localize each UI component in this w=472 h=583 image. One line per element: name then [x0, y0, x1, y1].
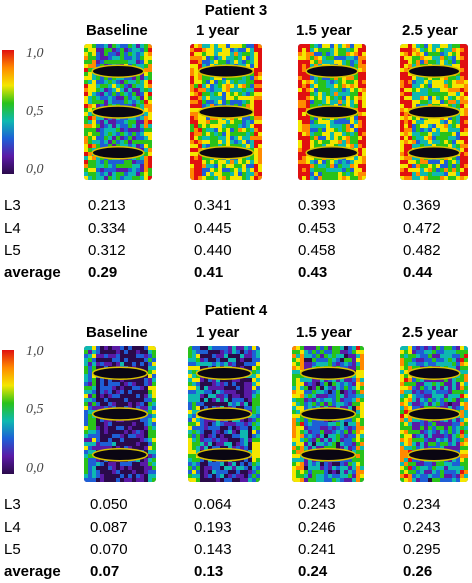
- average-cell: 0.07: [90, 563, 120, 580]
- spine-heatmap-image: [84, 346, 156, 482]
- table-cell: 0.243: [403, 519, 441, 536]
- average-cell: 0.24: [298, 563, 328, 580]
- timepoint-label: 1 year: [196, 22, 240, 39]
- spine-heatmap-image: [400, 44, 468, 180]
- table-cell: 0.241: [298, 541, 336, 558]
- timepoint-label: 1.5 year: [296, 22, 352, 39]
- timepoint-label: Baseline: [86, 324, 148, 341]
- table-cell: 0.234: [403, 496, 441, 513]
- table-cell: 0.312: [88, 242, 126, 259]
- table-cell: 0.243: [298, 496, 336, 513]
- spine-heatmap-image: [188, 346, 260, 482]
- panel-title: Patient 3: [204, 2, 268, 19]
- table-cell: 0.050: [90, 496, 128, 513]
- table-cell: 0.341: [194, 197, 232, 214]
- table-cell: 0.246: [298, 519, 336, 536]
- row-label: L4: [4, 220, 21, 237]
- average-cell: 0.26: [403, 563, 433, 580]
- row-label: L3: [4, 197, 21, 214]
- table-cell: 0.193: [194, 519, 232, 536]
- table-cell: 0.453: [298, 220, 336, 237]
- colorbar-tick-label: 1,0: [26, 344, 44, 359]
- average-cell: 0.29: [88, 264, 118, 281]
- spine-heatmap-image: [84, 44, 152, 180]
- table-cell: 0.482: [403, 242, 441, 259]
- table-cell: 0.393: [298, 197, 336, 214]
- row-label: L5: [4, 242, 21, 259]
- timepoint-label: 2.5 year: [402, 22, 458, 39]
- spine-heatmap-image: [400, 346, 468, 482]
- table-cell: 0.369: [403, 197, 441, 214]
- table-cell: 0.445: [194, 220, 232, 237]
- colorbar: [2, 50, 14, 174]
- row-label: L5: [4, 541, 21, 558]
- timepoint-label: 1.5 year: [296, 324, 352, 341]
- table-cell: 0.334: [88, 220, 126, 237]
- average-cell: 0.43: [298, 264, 328, 281]
- colorbar-tick-label: 1,0: [26, 46, 44, 61]
- colorbar-tick-label: 0,0: [26, 162, 44, 177]
- colorbar-tick-label: 0,0: [26, 461, 44, 476]
- table-cell: 0.472: [403, 220, 441, 237]
- table-cell: 0.295: [403, 541, 441, 558]
- row-label-average: average: [4, 563, 61, 580]
- colorbar: [2, 350, 14, 474]
- panel-title: Patient 4: [204, 302, 268, 319]
- colorbar-tick-label: 0,5: [26, 402, 44, 417]
- timepoint-label: 1 year: [196, 324, 240, 341]
- table-cell: 0.440: [194, 242, 232, 259]
- table-cell: 0.064: [194, 496, 232, 513]
- table-cell: 0.458: [298, 242, 336, 259]
- spine-heatmap-image: [190, 44, 262, 180]
- timepoint-label: 2.5 year: [402, 324, 458, 341]
- table-cell: 0.087: [90, 519, 128, 536]
- table-cell: 0.143: [194, 541, 232, 558]
- spine-heatmap-image: [298, 44, 366, 180]
- average-cell: 0.41: [194, 264, 224, 281]
- row-label: L3: [4, 496, 21, 513]
- average-cell: 0.13: [194, 563, 224, 580]
- row-label-average: average: [4, 264, 61, 281]
- timepoint-label: Baseline: [86, 22, 148, 39]
- row-label: L4: [4, 519, 21, 536]
- spine-heatmap-image: [292, 346, 364, 482]
- average-cell: 0.44: [403, 264, 433, 281]
- table-cell: 0.070: [90, 541, 128, 558]
- colorbar-tick-label: 0,5: [26, 104, 44, 119]
- table-cell: 0.213: [88, 197, 126, 214]
